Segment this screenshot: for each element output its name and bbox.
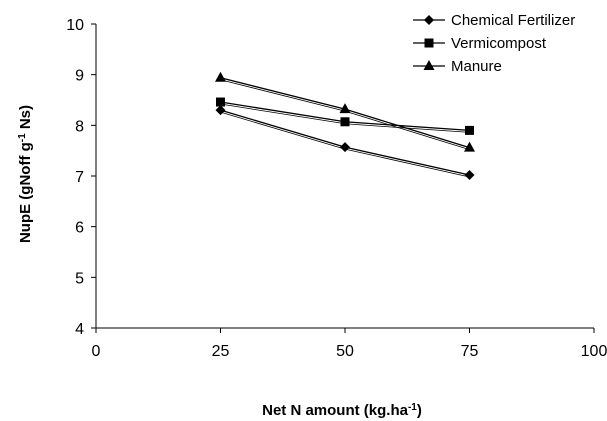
y-tick-label: 7 [75, 169, 84, 186]
legend-item: Vermicompost [413, 35, 547, 52]
data-point [465, 125, 474, 135]
legend-label: Manure [451, 58, 502, 75]
legend-item: Manure [413, 58, 502, 75]
y-tick-label: 10 [66, 17, 84, 34]
data-point [340, 142, 350, 153]
y-tick-label: 4 [75, 321, 84, 338]
legend-label: Chemical Fertilizer [451, 12, 575, 29]
data-point [215, 105, 226, 116]
data-point [464, 169, 475, 180]
legend-label: Vermicompost [451, 35, 547, 52]
data-point [216, 97, 225, 107]
x-axis-title: Net N amount (kg.ha-1) [262, 402, 422, 420]
x-tick-label: 75 [461, 343, 479, 360]
series-triangle [215, 71, 475, 152]
series-square [216, 97, 474, 135]
data-point [339, 103, 351, 114]
y-tick-label: 6 [75, 220, 84, 237]
legend-marker [424, 38, 434, 48]
x-tick-labels: 0 25 50 75 100 [92, 343, 607, 360]
x-tick-label: 100 [581, 343, 607, 360]
data-point [340, 117, 350, 127]
legend: Chemical Fertilizer Vermicompost Manure [413, 12, 575, 75]
y-tick-label: 5 [75, 270, 84, 287]
x-tick-label: 25 [212, 343, 230, 360]
data-point [215, 71, 226, 82]
data-point [464, 141, 475, 152]
series-layer [215, 71, 475, 180]
series-line-shadow [220, 79, 470, 151]
legend-marker [423, 60, 435, 70]
series-diamond [215, 105, 475, 180]
y-axis-title: NupE (gNoff g-1 Ns) [17, 105, 35, 243]
axes [91, 23, 595, 333]
legend-item: Chemical Fertilizer [413, 12, 575, 29]
y-tick-labels: 4 5 6 7 8 9 10 [66, 17, 84, 338]
legend-marker [424, 15, 434, 25]
y-tick-label: 9 [75, 68, 84, 85]
y-tick-label: 8 [75, 118, 84, 135]
x-tick-label: 50 [336, 343, 354, 360]
x-tick-label: 0 [92, 343, 101, 360]
